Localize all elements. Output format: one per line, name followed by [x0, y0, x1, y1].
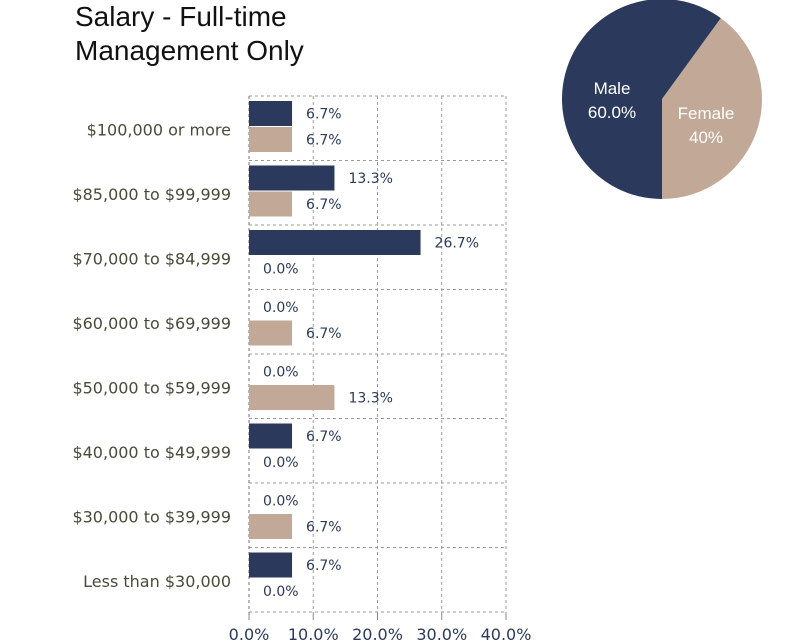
- data-label: 0.0%: [263, 455, 299, 471]
- chart-title: Salary - Full-time Management Only: [75, 0, 304, 68]
- pie-slice-value: 60.0%: [588, 103, 636, 122]
- x-tick-label: 30.0%: [416, 625, 467, 642]
- category-label: $60,000 to $69,999: [72, 314, 231, 333]
- pie-slice-value: 40%: [689, 128, 723, 147]
- category-group: $50,000 to $59,999 0.0% 13.3%: [72, 365, 393, 410]
- data-label: 0.0%: [263, 494, 299, 510]
- data-label: 0.0%: [263, 584, 299, 600]
- category-label: $70,000 to $84,999: [72, 249, 231, 268]
- x-tick-label: 10.0%: [288, 625, 339, 642]
- category-label: Less than $30,000: [83, 572, 231, 591]
- category-group: $100,000 or more 6.7% 6.7%: [87, 101, 342, 152]
- data-label: 13.3%: [348, 391, 392, 407]
- bar-series-1: [249, 423, 293, 449]
- pie-slice-name: Male: [594, 79, 631, 98]
- data-label: 6.7%: [306, 558, 342, 574]
- data-label: 0.0%: [263, 300, 299, 316]
- data-label: 0.0%: [263, 262, 299, 278]
- bar-series-1: [249, 165, 335, 191]
- data-label: 0.0%: [263, 365, 299, 381]
- category-label: $40,000 to $49,999: [72, 443, 231, 462]
- bar-series-1: [249, 101, 293, 126]
- category-label: $50,000 to $59,999: [72, 378, 231, 397]
- category-group: $70,000 to $84,999 26.7% 0.0%: [72, 230, 479, 278]
- data-label: 6.7%: [306, 520, 342, 536]
- bar-series-2: [249, 127, 293, 152]
- pie-slice-name: Female: [678, 104, 735, 123]
- chart-title-line-1: Salary - Full-time: [75, 1, 287, 32]
- x-tick-label: 20.0%: [352, 625, 403, 642]
- pie-slice-male: [562, 0, 721, 199]
- data-label: 6.7%: [306, 133, 342, 149]
- bar-series-2: [249, 514, 293, 539]
- category-group: $85,000 to $99,999 13.3% 6.7%: [72, 165, 393, 217]
- bar-series-2: [249, 191, 293, 217]
- chart-title-line-2: Management Only: [75, 35, 304, 66]
- x-tick-label: 0.0%: [229, 625, 270, 642]
- x-tick-label: 40.0%: [481, 625, 532, 642]
- data-label: 6.7%: [306, 429, 342, 445]
- category-group: $40,000 to $49,999 6.7% 0.0%: [72, 423, 342, 471]
- category-group: $60,000 to $69,999 0.0% 6.7%: [72, 300, 342, 346]
- category-group: $30,000 to $39,999 0.0% 6.7%: [72, 494, 342, 539]
- category-label: $85,000 to $99,999: [72, 185, 231, 204]
- pie-slice-female: [662, 18, 762, 200]
- data-label: 6.7%: [306, 197, 342, 213]
- category-label: $30,000 to $39,999: [72, 507, 231, 526]
- category-group: Less than $30,000 6.7% 0.0%: [83, 552, 342, 600]
- data-label: 13.3%: [348, 171, 392, 187]
- bar-series-2: [249, 385, 335, 410]
- data-label: 6.7%: [306, 326, 342, 342]
- data-label: 6.7%: [306, 107, 342, 123]
- data-label: 26.7%: [435, 236, 479, 252]
- category-label: $100,000 or more: [87, 120, 231, 139]
- bar-series-2: [249, 320, 293, 346]
- bar-series-1: [249, 230, 421, 255]
- bar-series-1: [249, 552, 293, 578]
